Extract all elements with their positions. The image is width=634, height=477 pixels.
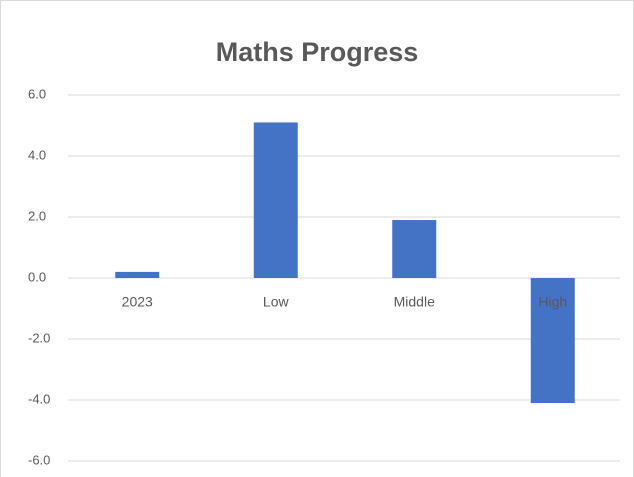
- y-tick-label: -2.0: [28, 330, 50, 345]
- y-tick-label: -4.0: [28, 391, 50, 406]
- y-tick-label: 6.0: [28, 86, 46, 101]
- chart-title: Maths Progress: [216, 37, 419, 67]
- x-tick-label: 2023: [122, 294, 153, 310]
- y-tick-label: 0.0: [28, 269, 46, 284]
- bar: [392, 220, 437, 278]
- x-tick-label: High: [538, 294, 567, 310]
- y-tick-label: -6.0: [28, 452, 50, 467]
- y-tick-label: 2.0: [28, 208, 46, 223]
- x-tick-label: Low: [263, 294, 290, 310]
- bar: [253, 122, 298, 278]
- bar: [530, 278, 575, 404]
- y-tick-label: 4.0: [28, 147, 46, 162]
- bar: [115, 271, 160, 278]
- x-tick-label: Middle: [394, 294, 435, 310]
